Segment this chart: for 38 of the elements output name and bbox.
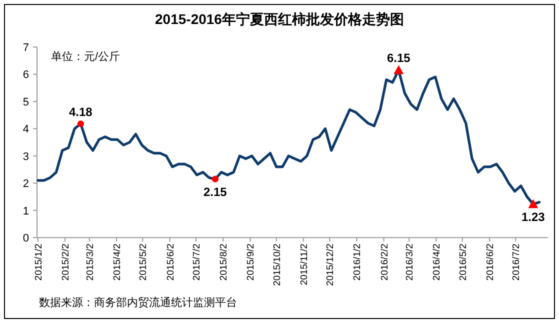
point: [394, 65, 404, 74]
x-tick-label: 2015/3/2: [84, 244, 96, 281]
x-tick-label: 2015/12/2: [325, 244, 336, 286]
x-tick-label: 2016/7/2: [511, 244, 522, 281]
x-tick-label: 2015/5/2: [138, 244, 150, 281]
x-tick-label: 2015/10/2: [272, 244, 283, 286]
y-tick-label: 7: [22, 42, 29, 54]
data-label: 1.23: [521, 210, 546, 224]
source-note: 数据来源：商务部内贸流通统计监测平台: [39, 296, 237, 309]
data-label: 4.18: [68, 104, 93, 119]
x-tick-label: 2016/5/2: [458, 244, 469, 281]
x-tick-label: 2015/4/2: [112, 244, 123, 281]
x-tick-label: 2015/7/2: [191, 244, 202, 281]
y-tick-label: 5: [22, 96, 29, 108]
point: [212, 176, 218, 182]
x-tick-label: 2016/4/2: [432, 244, 443, 281]
x-tick-label: 2015/6/2: [165, 244, 176, 281]
y-tick-label: 1: [22, 205, 29, 218]
x-tick-label: 2015/11/2: [298, 244, 310, 286]
y-tick-label: 3: [22, 150, 29, 163]
data-label: 2.15: [204, 185, 228, 200]
x-tick-label: 2015/2/2: [60, 244, 72, 281]
y-axis-title: 单位：元/公斤: [51, 50, 120, 63]
x-tick-label: 2016/3/2: [404, 244, 416, 281]
y-tick-label: 6: [22, 69, 29, 82]
x-tick-label: 2015/9/2: [246, 244, 257, 281]
data-label: 6.15: [386, 51, 411, 66]
point: [77, 120, 84, 128]
x-tick-label: 2016/6/2: [484, 244, 496, 281]
x-tick-label: 2015/1/2: [33, 244, 44, 281]
x-tick-label: 2015/8/2: [218, 244, 230, 281]
x-tick-label: 2016/2/2: [379, 244, 390, 281]
point: [528, 199, 538, 208]
y-tick-label: 0: [22, 232, 29, 245]
chart-title: 2015-2016年宁夏西红柿批发价格走势图: [155, 11, 404, 27]
x-tick-label: 2016/1/2: [352, 244, 364, 281]
y-tick-label: 2: [22, 178, 29, 190]
y-tick-label: 4: [22, 124, 29, 136]
